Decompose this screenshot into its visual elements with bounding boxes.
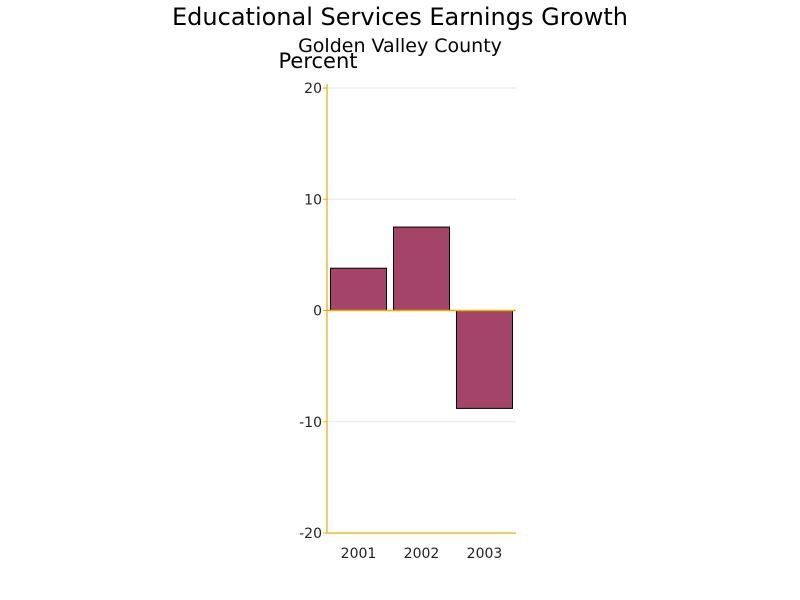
- y-tick-label: 0: [313, 304, 322, 320]
- x-tick-label: 2002: [404, 546, 440, 562]
- chart-subtitle: Golden Valley County: [298, 35, 502, 57]
- bars: [330, 226, 513, 409]
- bar: [456, 310, 513, 409]
- gridlines: [327, 87, 516, 423]
- y-ticks: -20 -10 0 10 20: [299, 81, 327, 542]
- y-tick-label: 10: [304, 192, 322, 208]
- bar: [393, 226, 450, 311]
- chart-title: Educational Services Earnings Growth: [172, 3, 628, 31]
- y-tick-label: 20: [304, 81, 322, 97]
- y-tick-label: -20: [299, 526, 322, 542]
- x-ticks: 2001 2002 2003: [341, 546, 503, 562]
- axes: [326, 84, 516, 534]
- y-axis-label: Percent: [278, 49, 357, 73]
- y-tick-label: -10: [299, 415, 322, 431]
- x-tick-label: 2003: [467, 546, 503, 562]
- x-tick-label: 2001: [341, 546, 377, 562]
- bar: [330, 267, 387, 312]
